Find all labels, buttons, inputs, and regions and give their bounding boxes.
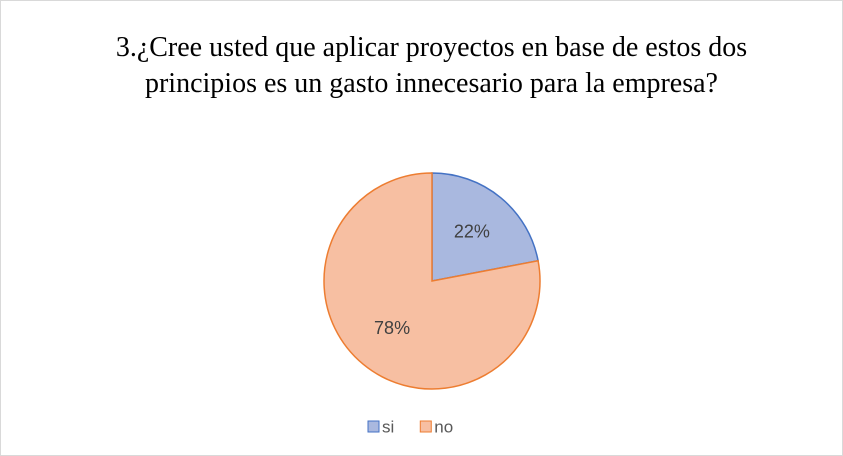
legend-swatch: [367, 420, 380, 433]
data-label: 22%: [454, 221, 490, 241]
data-label: 78%: [374, 318, 410, 338]
legend-label: si: [382, 417, 394, 436]
pie-slice: [323, 172, 541, 390]
chart-title: 3.¿Cree usted que aplicar proyectos en b…: [115, 32, 748, 99]
legend-swatch: [419, 420, 432, 433]
legend-label: no: [434, 417, 453, 436]
pie-slice: [431, 172, 539, 282]
